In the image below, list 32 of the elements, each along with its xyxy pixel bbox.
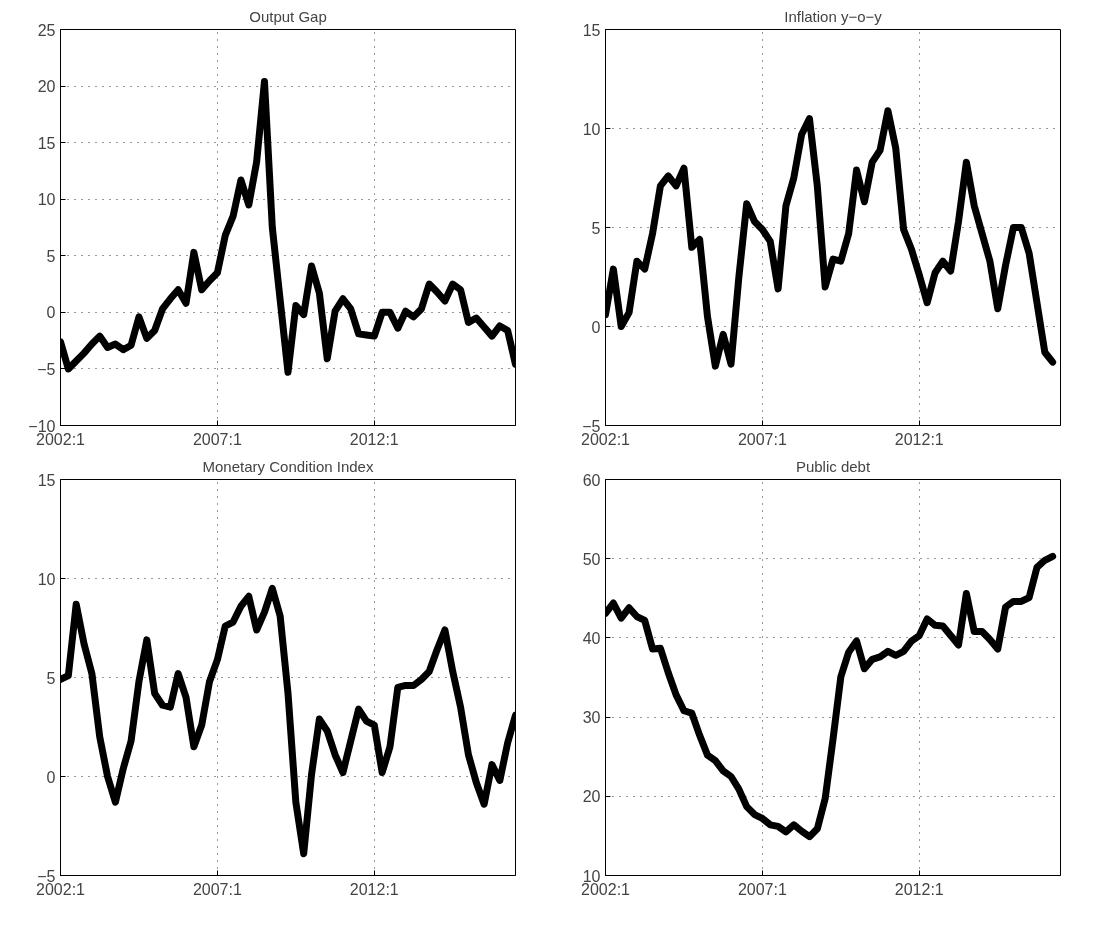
- x-tick-label: 2007:1: [737, 880, 787, 898]
- x-tick-label: 2012:1: [894, 430, 944, 448]
- chart-title: Public debt: [795, 457, 871, 475]
- y-tick-label: 10: [37, 570, 56, 588]
- y-tick-label: 10: [37, 191, 56, 209]
- x-tick-label: 2007:1: [737, 430, 787, 448]
- y-tick-label: 0: [46, 768, 56, 786]
- y-tick-label: 25: [37, 21, 56, 39]
- y-tick-label: −5: [37, 360, 56, 378]
- y-tick-label: 15: [37, 134, 56, 152]
- y-tick-label: 20: [582, 788, 601, 806]
- y-tick-label: 5: [591, 219, 601, 237]
- y-tick-label: 60: [582, 471, 601, 489]
- y-tick-label: 15: [582, 21, 601, 39]
- x-tick-label: 2012:1: [349, 430, 399, 448]
- chart-title: Monetary Condition Index: [202, 457, 374, 475]
- y-tick-label: 50: [582, 550, 601, 568]
- y-tick-label: 20: [37, 78, 56, 96]
- y-tick-label: 0: [591, 318, 601, 336]
- y-tick-label: 40: [582, 629, 601, 647]
- y-tick-label: 0: [46, 304, 56, 322]
- x-tick-label: 2007:1: [192, 880, 242, 898]
- y-tick-label: 5: [46, 669, 56, 687]
- y-tick-label: 30: [582, 709, 601, 727]
- x-tick-label: 2012:1: [349, 880, 399, 898]
- y-tick-label: 15: [37, 471, 56, 489]
- y-tick-label: 5: [46, 247, 56, 265]
- x-tick-label: 2007:1: [192, 430, 242, 448]
- y-tick-label: 10: [582, 120, 601, 138]
- x-tick-label: 2012:1: [894, 880, 944, 898]
- chart-title: Output Gap: [249, 7, 327, 25]
- chart-title: Inflation y−o−y: [784, 7, 883, 25]
